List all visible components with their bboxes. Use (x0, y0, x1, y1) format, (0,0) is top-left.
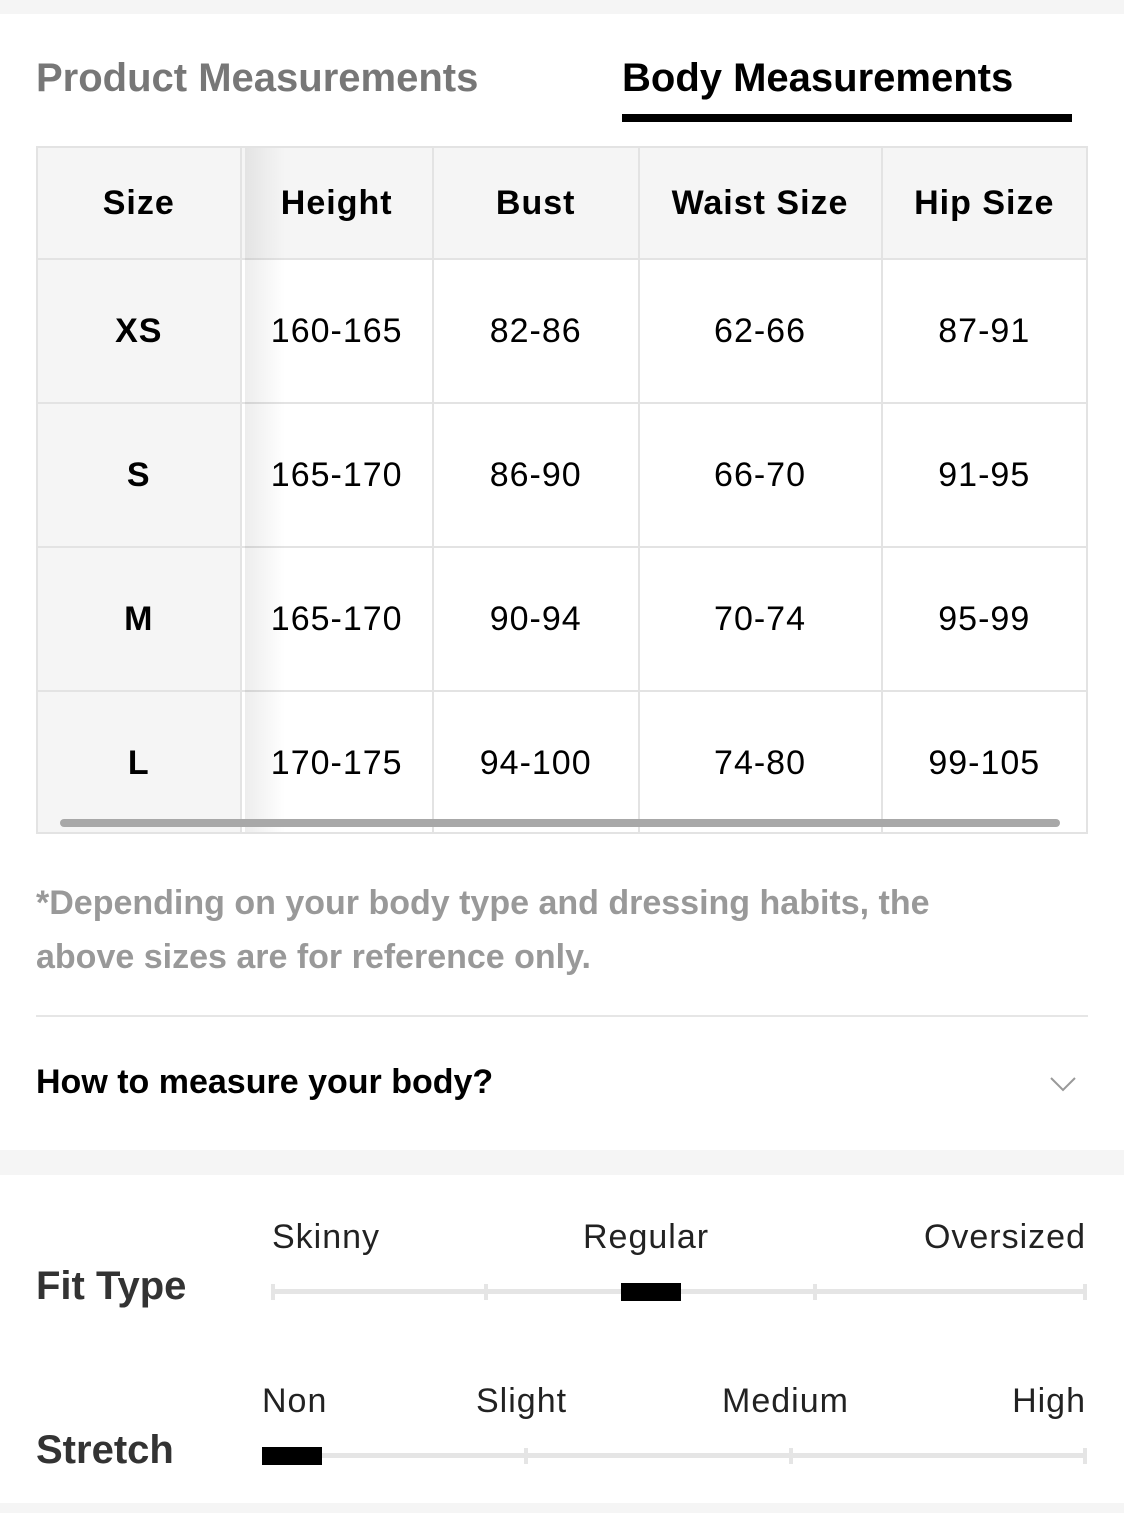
bottom-band (0, 1503, 1124, 1513)
tab-product-measurements[interactable]: Product Measurements (36, 56, 479, 100)
cell-hip: 91-95 (881, 403, 1088, 548)
header-size: Size (38, 148, 242, 260)
cell-size: S (38, 403, 242, 548)
scale-tick (271, 1284, 275, 1300)
header-waist: Waist Size (638, 148, 883, 260)
scale-tick (789, 1448, 793, 1464)
table-row: M 165-170 90-94 70-74 95-99 (38, 547, 1088, 692)
cell-bust: 86-90 (432, 403, 640, 548)
cell-size: L (38, 691, 242, 832)
cell-waist: 70-74 (638, 547, 883, 692)
divider (36, 1015, 1088, 1017)
table-header-row: Size Height Bust Waist Size Hip Size (38, 148, 1088, 260)
cell-height: 170-175 (240, 691, 434, 832)
header-bust: Bust (432, 148, 640, 260)
stretch-marker (262, 1447, 322, 1465)
cell-size: M (38, 547, 242, 692)
scale-tick (1083, 1284, 1087, 1300)
chevron-down-icon[interactable] (1050, 1070, 1076, 1096)
scale-tick (1083, 1448, 1087, 1464)
stretch-option-slight: Slight (476, 1382, 568, 1420)
stretch-label: Stretch (36, 1428, 174, 1472)
table-row: L 170-175 94-100 74-80 99-105 (38, 691, 1088, 832)
header-height: Height (240, 148, 434, 260)
scale-tick (524, 1448, 528, 1464)
section-separator (0, 1150, 1124, 1175)
cell-waist: 66-70 (638, 403, 883, 548)
header-hip: Hip Size (881, 148, 1088, 260)
table-row: S 165-170 86-90 66-70 91-95 (38, 403, 1088, 548)
how-to-measure-toggle[interactable]: How to measure your body? (36, 1063, 494, 1101)
stretch-option-high: High (1012, 1382, 1086, 1420)
cell-height: 165-170 (240, 403, 434, 548)
size-table[interactable]: Size Height Bust Waist Size Hip Size XS 1… (36, 146, 1088, 834)
stretch-option-medium: Medium (722, 1382, 849, 1420)
cell-hip: 95-99 (881, 547, 1088, 692)
size-note: *Depending on your body type and dressin… (36, 884, 930, 976)
cell-hip: 87-91 (881, 259, 1088, 404)
tab-body-measurements[interactable]: Body Measurements (622, 56, 1014, 100)
cell-hip: 99-105 (881, 691, 1088, 832)
fit-option-oversized: Oversized (923, 1218, 1086, 1256)
stretch-scale (273, 1453, 1087, 1458)
scale-tick (813, 1284, 817, 1300)
fit-type-marker (621, 1283, 681, 1301)
cell-bust: 82-86 (432, 259, 640, 404)
cell-height: 165-170 (240, 547, 434, 692)
active-tab-indicator (622, 114, 1072, 122)
horizontal-scrollbar[interactable] (60, 819, 1060, 827)
scale-tick (484, 1284, 488, 1300)
cell-size: XS (38, 259, 242, 404)
cell-waist: 62-66 (638, 259, 883, 404)
stretch-option-non: Non (262, 1382, 328, 1420)
fit-option-regular: Regular (583, 1218, 710, 1256)
cell-bust: 94-100 (432, 691, 640, 832)
top-band (0, 0, 1124, 14)
cell-waist: 74-80 (638, 691, 883, 832)
cell-bust: 90-94 (432, 547, 640, 692)
cell-height: 160-165 (240, 259, 434, 404)
fit-type-label: Fit Type (36, 1264, 187, 1308)
table-row: XS 160-165 82-86 62-66 87-91 (38, 259, 1088, 404)
fit-option-skinny: Skinny (272, 1218, 381, 1256)
